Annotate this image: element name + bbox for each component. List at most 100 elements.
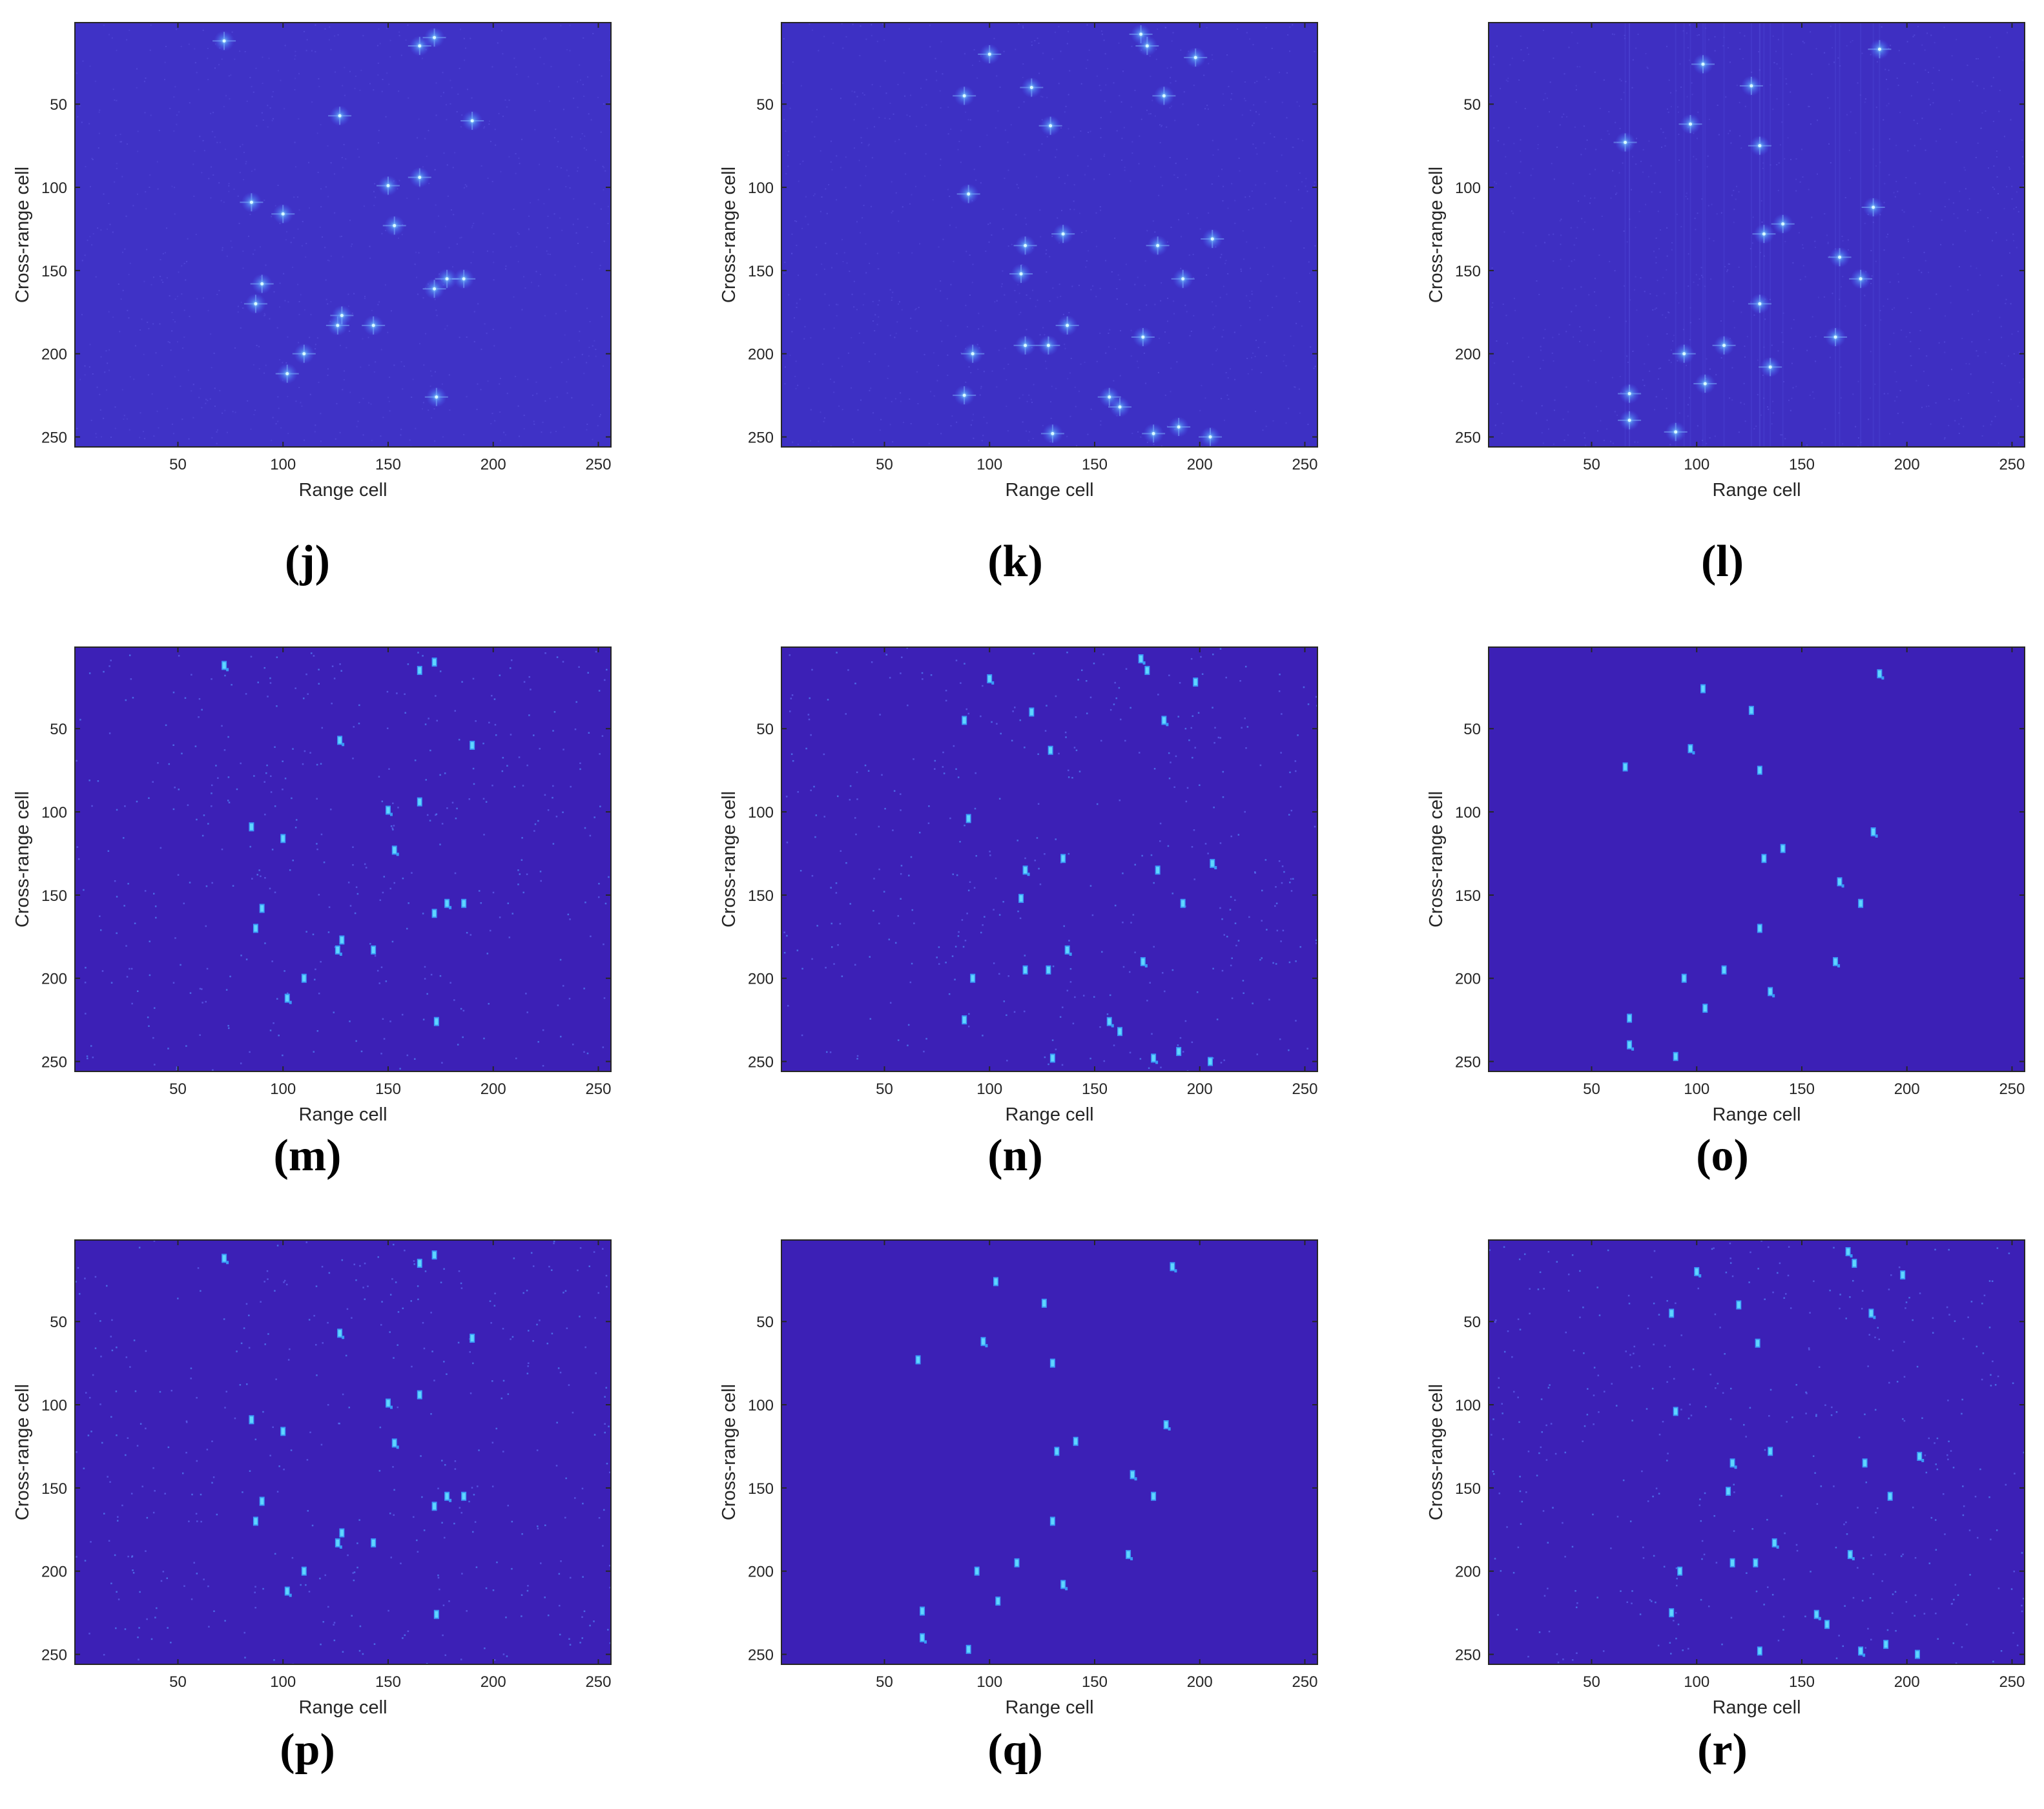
noise-speckle — [328, 39, 330, 41]
scatterer-peak — [1627, 392, 1631, 396]
noise-speckle — [97, 227, 99, 229]
noise-speckle — [167, 1627, 169, 1629]
y-axis-label: Cross-range cell — [12, 791, 33, 927]
noise-speckle — [1299, 301, 1301, 303]
noise-speckle — [268, 57, 270, 59]
noise-speckle — [796, 949, 799, 951]
noise-speckle — [99, 1403, 101, 1405]
noise-speckle — [506, 1655, 508, 1657]
noise-speckle — [586, 429, 588, 431]
noise-speckle — [1658, 367, 1660, 369]
x-tick-label: 50 — [1583, 456, 1600, 473]
noise-speckle — [1563, 113, 1565, 115]
noise-speckle — [1850, 41, 1852, 43]
noise-speckle — [230, 240, 232, 242]
noise-speckle — [1595, 406, 1597, 408]
noise-speckle — [1918, 348, 1920, 350]
y-tick-label: 150 — [748, 263, 774, 280]
noise-speckle — [1068, 30, 1069, 32]
noise-speckle — [2005, 298, 2007, 300]
scatterer-peak — [1074, 1438, 1078, 1445]
noise-speckle — [1653, 1250, 1656, 1252]
noise-speckle — [1162, 972, 1164, 974]
scatterer-peak — [1049, 747, 1053, 754]
noise-speckle — [1835, 1657, 1838, 1659]
noise-speckle — [982, 326, 984, 327]
noise-speckle — [1883, 305, 1884, 307]
noise-speckle — [79, 105, 81, 107]
noise-speckle — [183, 309, 185, 311]
noise-speckle — [1285, 185, 1287, 187]
noise-speckle — [497, 42, 499, 44]
noise-speckle — [1114, 237, 1116, 239]
noise-speckle — [1520, 150, 1522, 152]
noise-speckle — [883, 39, 885, 41]
noise-speckle — [1697, 34, 1698, 36]
noise-speckle — [841, 23, 843, 25]
x-tick-label: 200 — [1187, 1080, 1213, 1098]
noise-speckle — [1307, 424, 1309, 426]
noise-speckle — [139, 412, 141, 414]
noise-speckle — [1609, 316, 1611, 318]
noise-speckle — [103, 1653, 105, 1656]
noise-speckle — [506, 765, 508, 767]
x-axis-label: Range cell — [1712, 480, 1801, 501]
noise-speckle — [798, 180, 800, 182]
panel-label-p: (p) — [280, 1725, 335, 1775]
noise-speckle — [1099, 85, 1100, 87]
noise-speckle — [1893, 332, 1895, 334]
noise-speckle — [111, 37, 113, 39]
noise-speckle — [392, 829, 394, 831]
noise-speckle — [898, 303, 900, 305]
noise-speckle — [1075, 406, 1077, 408]
noise-speckle — [1113, 82, 1115, 84]
scatterer-peak — [1838, 878, 1842, 885]
noise-speckle — [1782, 341, 1784, 343]
noise-speckle — [263, 200, 265, 202]
noise-speckle — [558, 86, 560, 88]
noise-speckle — [1875, 1511, 1877, 1514]
noise-speckle — [891, 181, 893, 183]
noise-speckle — [448, 247, 450, 249]
noise-speckle — [176, 114, 178, 116]
noise-speckle — [894, 140, 896, 142]
noise-speckle — [1116, 287, 1118, 289]
noise-speckle — [1855, 132, 1857, 134]
noise-speckle — [206, 1449, 209, 1451]
noise-speckle — [1007, 245, 1009, 247]
noise-speckle — [1680, 225, 1682, 227]
noise-speckle — [282, 362, 284, 364]
noise-speckle — [540, 1562, 542, 1564]
noise-speckle — [1746, 1572, 1748, 1575]
noise-speckle — [219, 141, 221, 143]
noise-speckle — [382, 891, 384, 894]
noise-speckle — [1307, 703, 1310, 705]
noise-speckle — [1781, 1494, 1782, 1497]
noise-speckle — [1003, 50, 1005, 52]
noise-speckle — [1743, 382, 1745, 384]
noise-speckle — [158, 130, 160, 132]
noise-speckle — [1896, 396, 1898, 398]
noise-speckle — [315, 1343, 317, 1346]
noise-speckle — [1222, 93, 1224, 95]
scatterer-peak — [1066, 946, 1069, 953]
noise-speckle — [196, 298, 198, 300]
noise-speckle — [1933, 89, 1935, 91]
noise-speckle — [305, 50, 307, 52]
noise-speckle — [1585, 148, 1587, 150]
noise-speckle — [407, 663, 409, 665]
noise-speckle — [1564, 1451, 1567, 1454]
noise-speckle — [480, 389, 482, 391]
noise-speckle — [900, 865, 903, 867]
noise-speckle — [1170, 391, 1172, 393]
noise-speckle — [1299, 105, 1301, 107]
noise-speckle — [274, 746, 276, 749]
noise-speckle — [360, 69, 362, 71]
noise-speckle — [445, 104, 447, 106]
noise-speckle — [1893, 307, 1895, 309]
noise-speckle — [269, 1029, 272, 1031]
noise-speckle — [207, 309, 209, 311]
noise-speckle — [214, 136, 216, 138]
noise-speckle — [130, 1556, 133, 1558]
noise-speckle — [1104, 154, 1106, 156]
